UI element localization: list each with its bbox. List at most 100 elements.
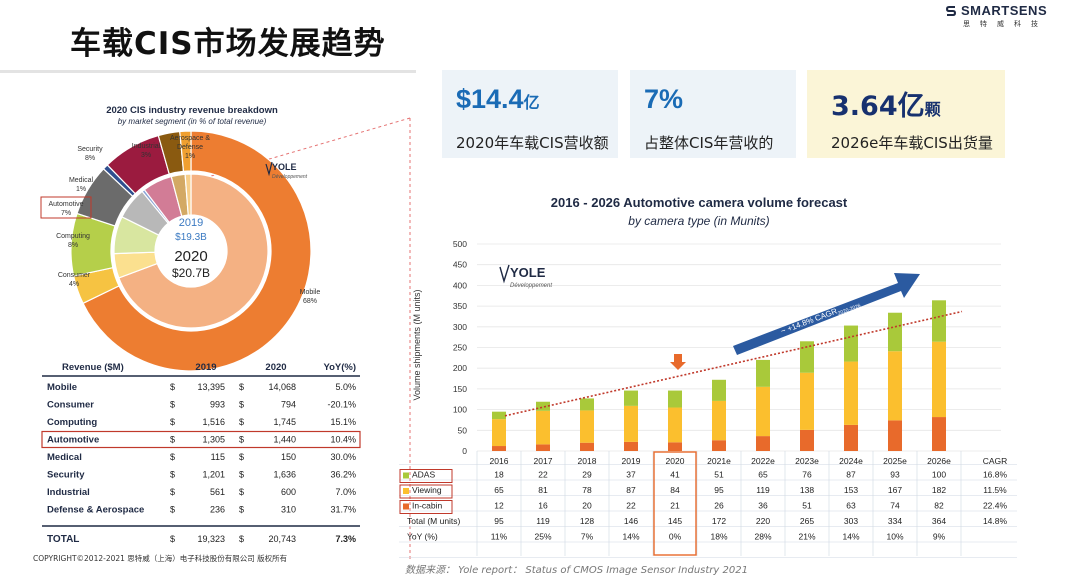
svg-text:$: $ <box>239 534 244 544</box>
data-label: 84 <box>670 485 680 495</box>
highlight-2020-column <box>653 451 697 556</box>
y-tick-label: 450 <box>453 260 467 270</box>
value-2019: 561 <box>210 487 225 497</box>
data-label: 81 <box>538 485 548 495</box>
x-tick-label: 2021e <box>707 456 731 466</box>
yoy-value: 7% <box>581 532 594 542</box>
total-value: 146 <box>624 516 638 526</box>
yole-mark-icon <box>499 264 510 284</box>
cagr-header: CAGR <box>983 456 1008 466</box>
data-label: 16 <box>538 501 548 511</box>
cagr-value: 16.8% <box>983 470 1008 480</box>
bar-viewing-2022e <box>756 386 770 437</box>
value-2019: 115 <box>211 452 225 462</box>
bar-viewing-2024e <box>844 361 858 425</box>
y-axis-label: Volume shipments (M units) <box>412 289 422 400</box>
series-label-box <box>399 484 453 499</box>
yoy-value: 0% <box>669 532 682 542</box>
yoy-value: 14% <box>622 532 639 542</box>
data-label: 20 <box>582 501 592 511</box>
total-value: 265 <box>800 516 814 526</box>
total-value: 172 <box>712 516 726 526</box>
pct-mobile: 68% <box>303 298 317 305</box>
data-label: 153 <box>844 485 858 495</box>
bar-viewing-2025e <box>888 351 902 421</box>
kpi-value: 7% <box>644 84 684 114</box>
value-yoy: 10.4% <box>330 435 356 445</box>
center-label-2020: 2020 <box>174 248 207 265</box>
inner-slice-mobile <box>118 173 269 329</box>
yoy-value: 21% <box>798 532 815 542</box>
data-label: 37 <box>626 470 636 480</box>
data-label: 167 <box>888 485 902 495</box>
currency-symbol: $ <box>170 470 175 480</box>
label-automotive: Automotive <box>48 201 83 208</box>
bar-chart-title: 2016 - 2026 Automotive camera volume for… <box>551 195 848 210</box>
legend-label-in-cabin: In-cabin <box>412 501 443 511</box>
value-yoy: 5.0% <box>335 382 356 392</box>
value-2020: 794 <box>281 400 296 410</box>
bar-viewing-2020 <box>668 407 682 443</box>
x-tick-label: 2024e <box>839 456 863 466</box>
table-row: Automotive $1,305 $1,440 10.4% <box>41 430 361 449</box>
automotive-row-highlight <box>41 430 361 449</box>
bar-adas-2017 <box>536 401 550 411</box>
table-row: Defense & Aerospace $236 $310 31.7% <box>47 505 356 516</box>
data-label: 87 <box>846 470 856 480</box>
x-tick-label: 2022e <box>751 456 775 466</box>
bar-in-cabin-2025e <box>888 420 902 451</box>
data-label: 12 <box>494 501 504 511</box>
total-value: 334 <box>888 516 902 526</box>
y-tick-label: 50 <box>458 425 468 435</box>
x-tick-label: 2018 <box>578 456 597 466</box>
yoy-value: 9% <box>933 532 946 542</box>
bar-in-cabin-2023e <box>800 429 814 451</box>
bar-in-cabin-2020 <box>668 442 682 451</box>
label-computing: Computing <box>56 233 90 240</box>
bar-chart-subtitle: by camera type (in Munits) <box>628 214 769 228</box>
row-label: Security <box>47 470 85 481</box>
svg-text:Développement: Développement <box>510 283 552 289</box>
currency-symbol: $ <box>170 400 175 410</box>
data-label: 18 <box>494 470 504 480</box>
row-label: Mobile <box>47 382 77 393</box>
kpi-value: 3.64亿颗 <box>831 91 941 122</box>
currency-symbol: $ <box>170 452 175 462</box>
value-2020: 14,068 <box>268 382 296 392</box>
table-row: Computing $1,516 $1,745 15.1% <box>47 417 356 428</box>
data-label: 74 <box>890 501 900 511</box>
currency-symbol: $ <box>239 487 244 497</box>
col-header-2020: 2020 <box>265 362 286 373</box>
data-label: 95 <box>714 485 724 495</box>
total-yoy: 7.3% <box>335 534 356 544</box>
bar-adas-2025e <box>888 312 902 352</box>
x-tick-label: 2025e <box>883 456 907 466</box>
row-label: Defense & Aerospace <box>47 505 144 516</box>
data-label: 36 <box>758 501 768 511</box>
total-value: 303 <box>844 516 858 526</box>
y-tick-label: 200 <box>453 363 467 373</box>
bar-adas-2016 <box>492 411 506 420</box>
logo-brand-text: SMARTSENS <box>961 3 1048 18</box>
pct-security: 8% <box>85 155 95 162</box>
total-label: TOTAL <box>47 534 79 545</box>
copyright-text: COPYRIGHT©2012-2021 思特威（上海）电子科技股份有限公司 版权… <box>33 554 288 563</box>
y-tick-label: 400 <box>453 280 467 290</box>
donut-chart <box>70 130 312 372</box>
bar-viewing-2017 <box>536 410 550 445</box>
bar-viewing-2026e <box>932 341 946 418</box>
total-value: 145 <box>668 516 682 526</box>
kpi-value: $14.4亿 <box>456 84 540 114</box>
label-mobile: Mobile <box>300 289 321 296</box>
bar-in-cabin-2018 <box>580 442 594 451</box>
y-tick-label: 500 <box>453 239 467 249</box>
data-label: 78 <box>582 485 592 495</box>
total-2020: 20,743 <box>268 534 296 544</box>
data-label: 82 <box>934 501 944 511</box>
table-row: Mobile $13,395 $14,068 5.0% <box>47 382 356 393</box>
total-2019: 19,323 <box>197 534 225 544</box>
inner-slice-aerospace-defense <box>184 173 192 216</box>
logo-sub-text: 思特威科技 <box>963 20 1048 28</box>
smartsens-logo-icon <box>945 6 957 16</box>
value-2020: 600 <box>281 487 296 497</box>
